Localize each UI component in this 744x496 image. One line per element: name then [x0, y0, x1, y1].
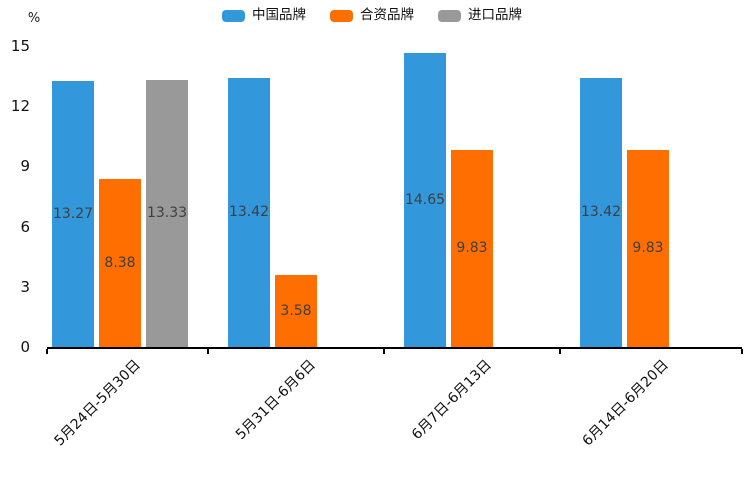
bar-value-label: 13.42 [228, 204, 270, 221]
legend-item-label: 进口品牌 [468, 7, 522, 23]
x-tick-mark [383, 349, 385, 354]
legend-item: 中国品牌 [222, 7, 306, 23]
x-tick-mark [741, 349, 743, 354]
legend-item: 进口品牌 [438, 7, 522, 23]
legend-swatch-icon [330, 9, 353, 22]
bar: 13.42 [228, 77, 270, 347]
x-axis-category-label: 6月7日-6月13日 [409, 357, 496, 443]
legend-swatch-icon [438, 9, 461, 22]
x-tick-mark [559, 349, 561, 354]
legend-swatch-icon [222, 9, 245, 22]
y-axis-unit-label: % [27, 11, 41, 26]
bar: 13.33 [146, 79, 188, 347]
x-axis-line [47, 347, 742, 349]
y-tick-label: 12 [10, 97, 30, 116]
x-tick-mark [207, 349, 209, 354]
bar-value-label: 13.27 [52, 205, 94, 222]
legend-item-label: 中国品牌 [252, 7, 306, 23]
legend-item: 合资品牌 [330, 7, 414, 23]
bar-value-label: 14.65 [404, 192, 446, 208]
y-tick-label: 6 [20, 217, 30, 236]
legend-item-label: 合资品牌 [360, 7, 414, 23]
y-tick-label: 0 [20, 338, 30, 356]
bar: 14.65 [404, 53, 446, 347]
bar-value-label: 8.38 [104, 254, 136, 271]
bar-value-label: 13.42 [580, 204, 622, 221]
bar: 9.83 [627, 149, 669, 347]
bar-value-label: 3.58 [280, 303, 312, 320]
y-tick-label: 9 [20, 157, 30, 176]
y-tick-label: 15 [10, 37, 30, 55]
bar: 3.58 [275, 275, 317, 347]
bar-value-label: 9.83 [456, 240, 488, 257]
bar: 9.83 [451, 149, 493, 347]
y-tick-label: 3 [20, 277, 30, 296]
bar-value-label: 9.83 [632, 240, 664, 257]
legend: 中国品牌 合资品牌 进口品牌 [0, 7, 744, 23]
x-axis-category-label: 6月14日-6月20日 [579, 357, 672, 450]
x-axis-category-label: 5月31日-6月6日 [233, 357, 320, 443]
bar-value-label: 13.33 [146, 205, 188, 222]
bar: 13.42 [580, 77, 622, 347]
x-tick-mark [46, 349, 48, 354]
x-axis-category-label: 5月24日-5月30日 [51, 357, 144, 450]
bar: 13.27 [52, 80, 94, 347]
bar: 8.38 [99, 178, 141, 347]
